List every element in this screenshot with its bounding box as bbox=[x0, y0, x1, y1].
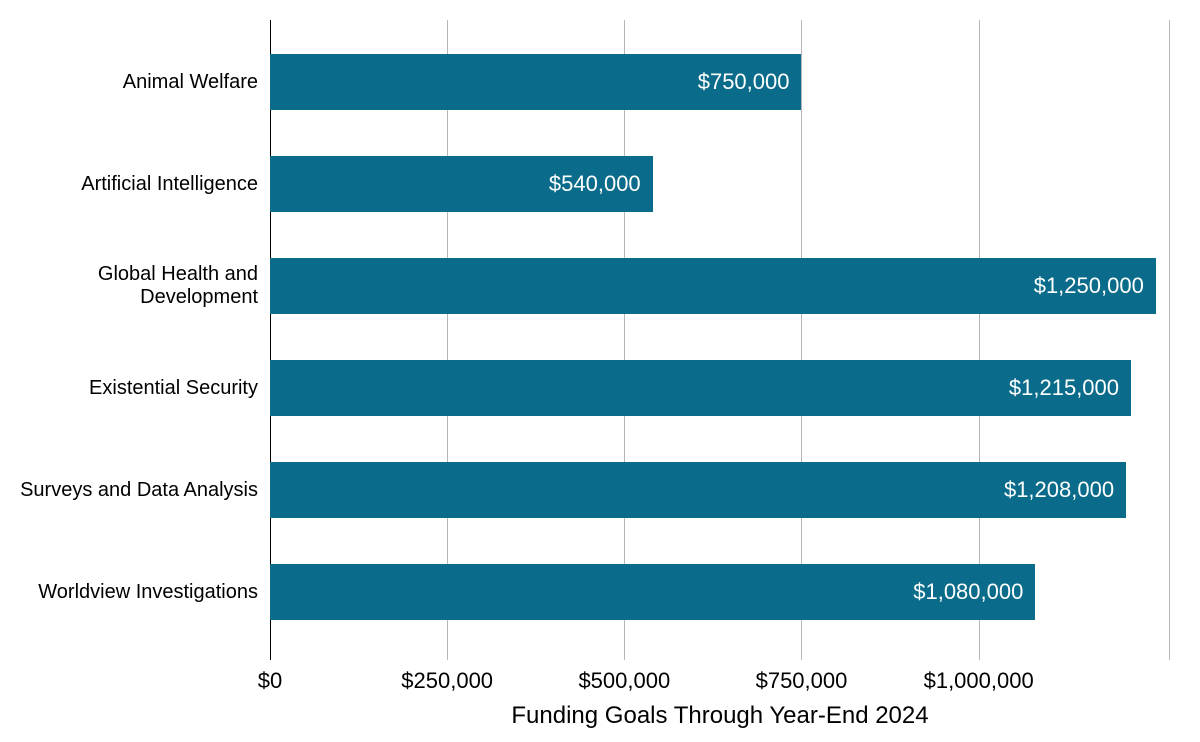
category-label: Worldview Investigations bbox=[12, 581, 258, 604]
bar-value-label: $540,000 bbox=[549, 171, 641, 197]
bar: $1,080,000 bbox=[270, 564, 1035, 620]
bar: $1,250,000 bbox=[270, 258, 1156, 314]
funding-bar-chart: $750,000 $540,000 $1,250,000 $1,215,000 $1,2… bbox=[0, 0, 1200, 742]
bar: $1,215,000 bbox=[270, 360, 1131, 416]
x-tick-label: $0 bbox=[258, 668, 282, 694]
plot-area: $750,000 $540,000 $1,250,000 $1,215,000 $1,2… bbox=[270, 20, 1170, 660]
bar: $540,000 bbox=[270, 156, 653, 212]
category-label: Animal Welfare bbox=[12, 71, 258, 94]
bar: $1,208,000 bbox=[270, 462, 1126, 518]
x-axis-title: Funding Goals Through Year-End 2024 bbox=[511, 702, 928, 730]
category-label: Existential Security bbox=[12, 377, 258, 400]
bar-value-label: $750,000 bbox=[698, 69, 790, 95]
bar: $750,000 bbox=[270, 54, 801, 110]
category-label-line: Development bbox=[12, 286, 258, 309]
bar-value-label: $1,250,000 bbox=[1034, 273, 1144, 299]
x-tick-label: $1,000,000 bbox=[924, 668, 1034, 694]
bar-value-label: $1,208,000 bbox=[1004, 477, 1114, 503]
category-label-line: Global Health and bbox=[12, 263, 258, 286]
bar-value-label: $1,215,000 bbox=[1009, 375, 1119, 401]
bar-value-label: $1,080,000 bbox=[913, 579, 1023, 605]
category-label: Global Health andDevelopment bbox=[12, 263, 258, 309]
gridline bbox=[1169, 20, 1170, 660]
x-tick-label: $750,000 bbox=[756, 668, 848, 694]
x-tick-label: $250,000 bbox=[401, 668, 493, 694]
category-label: Artificial Intelligence bbox=[12, 173, 258, 196]
category-label: Surveys and Data Analysis bbox=[12, 479, 258, 502]
x-tick-label: $500,000 bbox=[578, 668, 670, 694]
